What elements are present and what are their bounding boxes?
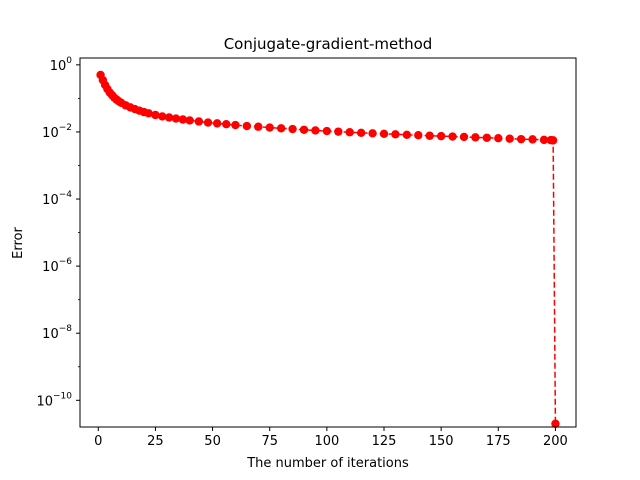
data-point [203, 118, 213, 127]
data-point [254, 122, 263, 131]
data-point [242, 121, 252, 131]
chart-title: Conjugate-gradient-method [224, 35, 433, 53]
data-point [158, 112, 167, 121]
data-point [171, 114, 181, 123]
y-axis-label: Error [11, 227, 26, 259]
data-point [322, 126, 332, 136]
data-point [425, 131, 434, 140]
data-point [311, 126, 320, 135]
data-point [436, 131, 446, 141]
data-point [288, 124, 297, 134]
x-tick-label: 50 [204, 434, 221, 449]
data-point [528, 135, 537, 144]
y-tick-label: 10−10 [36, 391, 72, 409]
y-tick-label: 10−4 [42, 190, 72, 208]
data-point [356, 128, 366, 138]
plot-area [96, 70, 560, 428]
x-tick-label: 175 [486, 434, 511, 449]
axes-frame [79, 57, 577, 428]
y-tick-label: 10−8 [42, 324, 72, 342]
data-point [414, 130, 423, 140]
data-point [482, 133, 492, 142]
y-tick-label: 100 [50, 56, 73, 74]
data-point [212, 119, 222, 128]
y-tick-label: 10−2 [42, 123, 72, 141]
data-point [551, 419, 560, 428]
data-point [265, 123, 274, 132]
data-point [345, 128, 354, 137]
x-tick-label: 25 [147, 434, 164, 449]
data-point [471, 133, 480, 142]
data-point [379, 129, 389, 139]
data-point [539, 135, 549, 145]
data-point [516, 134, 526, 144]
data-point [151, 110, 160, 120]
x-tick-label: 150 [429, 434, 454, 449]
data-point [334, 127, 343, 136]
data-point [222, 120, 231, 129]
x-axis-label: The number of iterations [246, 456, 409, 471]
data-point [448, 132, 457, 141]
data-point [194, 117, 204, 126]
data-point [368, 129, 377, 138]
data-point [548, 136, 558, 145]
y-tick-label: 10−6 [42, 257, 72, 275]
data-point [402, 130, 412, 140]
x-tick-label: 200 [543, 434, 568, 449]
data-point [459, 132, 469, 142]
data-point [391, 130, 400, 139]
x-tick-label: 100 [314, 434, 339, 449]
data-point [185, 116, 194, 125]
data-point [178, 115, 188, 124]
data-point [144, 109, 153, 118]
y-axis-ticks: 100 10−2 10−4 10−6 10−8 10−10 [36, 56, 80, 409]
data-point [505, 134, 514, 143]
x-axis-ticks: 0 25 50 75 100 125 150 175 200 [94, 427, 568, 449]
x-tick-label: 0 [94, 434, 102, 449]
data-point [164, 113, 174, 122]
data-point [276, 124, 286, 133]
data-point [231, 120, 240, 130]
x-tick-label: 125 [372, 434, 397, 449]
x-tick-label: 75 [261, 434, 278, 449]
data-point [299, 125, 309, 134]
data-point [494, 134, 503, 143]
